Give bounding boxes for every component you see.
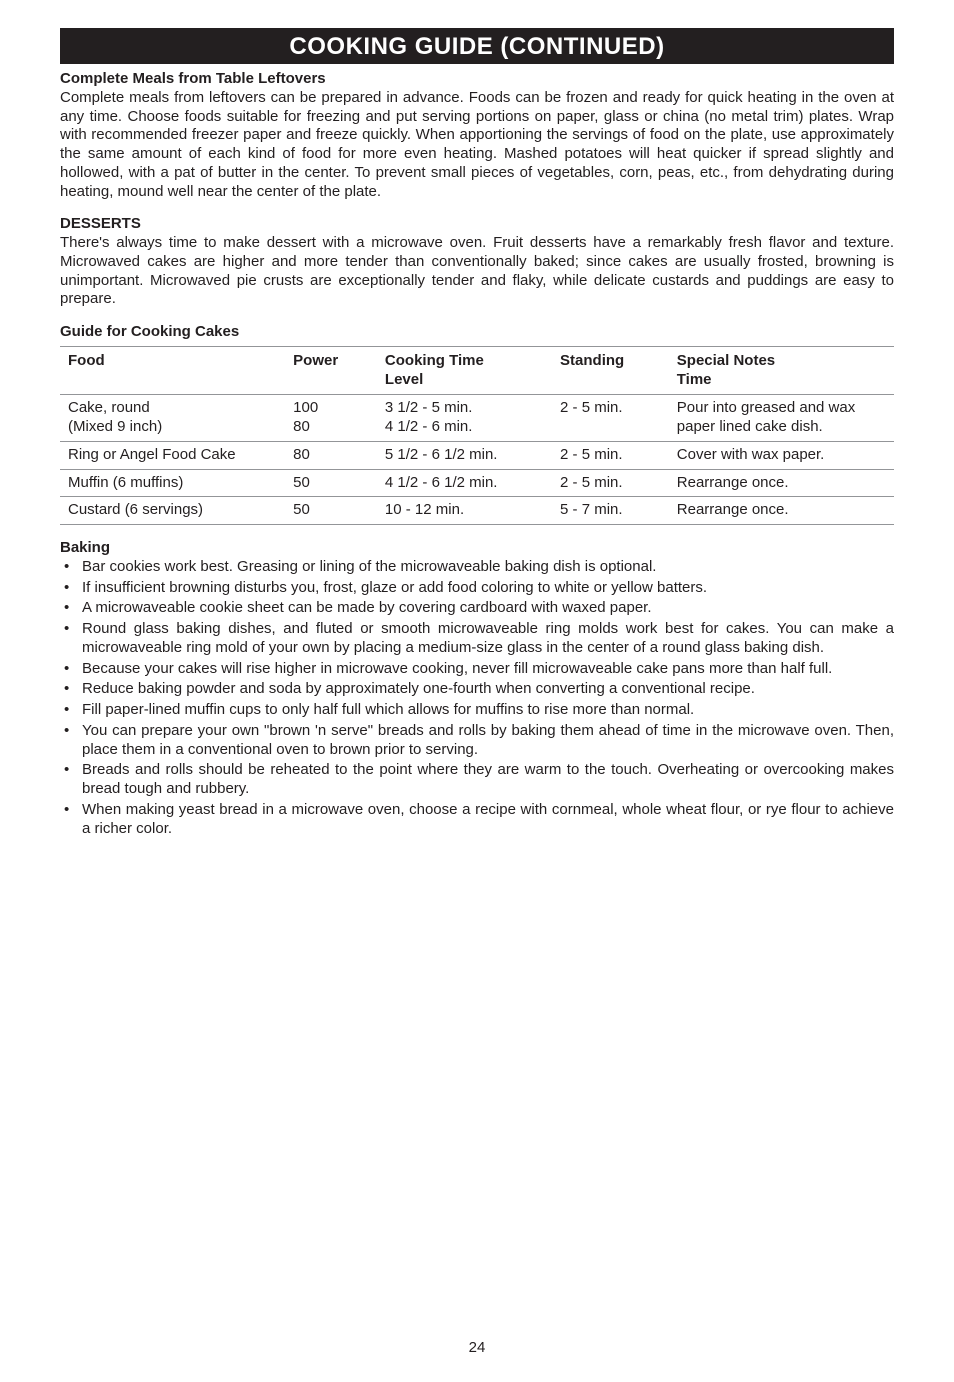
banner-title: COOKING GUIDE (CONTINUED) bbox=[289, 33, 664, 60]
list-item: Because your cakes will rise higher in m… bbox=[60, 660, 894, 679]
cell-power: 50 bbox=[285, 469, 377, 497]
cell-text: paper lined cake dish. bbox=[677, 418, 823, 435]
cell-food: Cake, round (Mixed 9 inch) bbox=[60, 395, 285, 442]
list-item: If insufficient browning disturbs you, f… bbox=[60, 579, 894, 598]
cell-food: Ring or Angel Food Cake bbox=[60, 441, 285, 469]
th-time: Cooking Time Level bbox=[377, 346, 552, 395]
page-banner: COOKING GUIDE (CONTINUED) bbox=[60, 28, 894, 64]
cell-text: 80 bbox=[293, 418, 310, 435]
cell-power: 50 bbox=[285, 497, 377, 525]
cooking-cakes-table: Food Power Cooking Time Level Standing S… bbox=[60, 346, 894, 525]
th-notes: Special Notes Time bbox=[669, 346, 894, 395]
list-item: You can prepare your own "brown 'n serve… bbox=[60, 722, 894, 760]
cell-text: 100 bbox=[293, 399, 318, 416]
page-number: 24 bbox=[0, 1339, 954, 1358]
cell-text: Pour into greased and wax bbox=[677, 399, 855, 416]
cell-text: 4 1/2 - 6 min. bbox=[385, 418, 473, 435]
table-row: Muffin (6 muffins) 50 4 1/2 - 6 1/2 min.… bbox=[60, 469, 894, 497]
table-title: Guide for Cooking Cakes bbox=[60, 323, 894, 342]
cell-notes: Rearrange once. bbox=[669, 469, 894, 497]
list-item: When making yeast bread in a microwave o… bbox=[60, 801, 894, 839]
cell-text: 3 1/2 - 5 min. bbox=[385, 399, 473, 416]
th-time-l1: Cooking Time bbox=[385, 352, 484, 369]
cell-notes: Rearrange once. bbox=[669, 497, 894, 525]
table-row: Custard (6 servings) 50 10 - 12 min. 5 -… bbox=[60, 497, 894, 525]
cell-food: Muffin (6 muffins) bbox=[60, 469, 285, 497]
list-item: Round glass baking dishes, and fluted or… bbox=[60, 620, 894, 658]
th-power: Power bbox=[285, 346, 377, 395]
cell-text: Cake, round bbox=[68, 399, 150, 416]
cell-time: 10 - 12 min. bbox=[377, 497, 552, 525]
intro-heading: Complete Meals from Table Leftovers bbox=[60, 70, 894, 89]
cell-power: 80 bbox=[285, 441, 377, 469]
th-standing: Standing bbox=[552, 346, 669, 395]
cell-standing: 2 - 5 min. bbox=[552, 469, 669, 497]
table-row: Cake, round (Mixed 9 inch) 100 80 3 1/2 … bbox=[60, 395, 894, 442]
cell-text: (Mixed 9 inch) bbox=[68, 418, 162, 435]
th-time-l2: Level bbox=[385, 371, 423, 388]
cell-standing: 2 - 5 min. bbox=[552, 441, 669, 469]
baking-list: Bar cookies work best. Greasing or linin… bbox=[60, 558, 894, 839]
list-item: A microwaveable cookie sheet can be made… bbox=[60, 599, 894, 618]
cell-time: 4 1/2 - 6 1/2 min. bbox=[377, 469, 552, 497]
desserts-body: There's always time to make dessert with… bbox=[60, 234, 894, 309]
list-item: Fill paper-lined muffin cups to only hal… bbox=[60, 701, 894, 720]
list-item: Breads and rolls should be reheated to t… bbox=[60, 761, 894, 799]
cell-notes: Cover with wax paper. bbox=[669, 441, 894, 469]
cell-standing: 5 - 7 min. bbox=[552, 497, 669, 525]
list-item: Bar cookies work best. Greasing or linin… bbox=[60, 558, 894, 577]
desserts-heading: DESSERTS bbox=[60, 215, 894, 234]
list-item: Reduce baking powder and soda by approxi… bbox=[60, 680, 894, 699]
cell-time: 5 1/2 - 6 1/2 min. bbox=[377, 441, 552, 469]
th-notes-l2: Time bbox=[677, 371, 712, 388]
cell-food: Custard (6 servings) bbox=[60, 497, 285, 525]
baking-heading: Baking bbox=[60, 539, 894, 558]
cell-time: 3 1/2 - 5 min. 4 1/2 - 6 min. bbox=[377, 395, 552, 442]
th-notes-l1: Special Notes bbox=[677, 352, 775, 369]
intro-body: Complete meals from leftovers can be pre… bbox=[60, 89, 894, 202]
cell-power: 100 80 bbox=[285, 395, 377, 442]
th-food: Food bbox=[60, 346, 285, 395]
cell-standing: 2 - 5 min. bbox=[552, 395, 669, 442]
cell-notes: Pour into greased and wax paper lined ca… bbox=[669, 395, 894, 442]
table-header-row: Food Power Cooking Time Level Standing S… bbox=[60, 346, 894, 395]
table-row: Ring or Angel Food Cake 80 5 1/2 - 6 1/2… bbox=[60, 441, 894, 469]
